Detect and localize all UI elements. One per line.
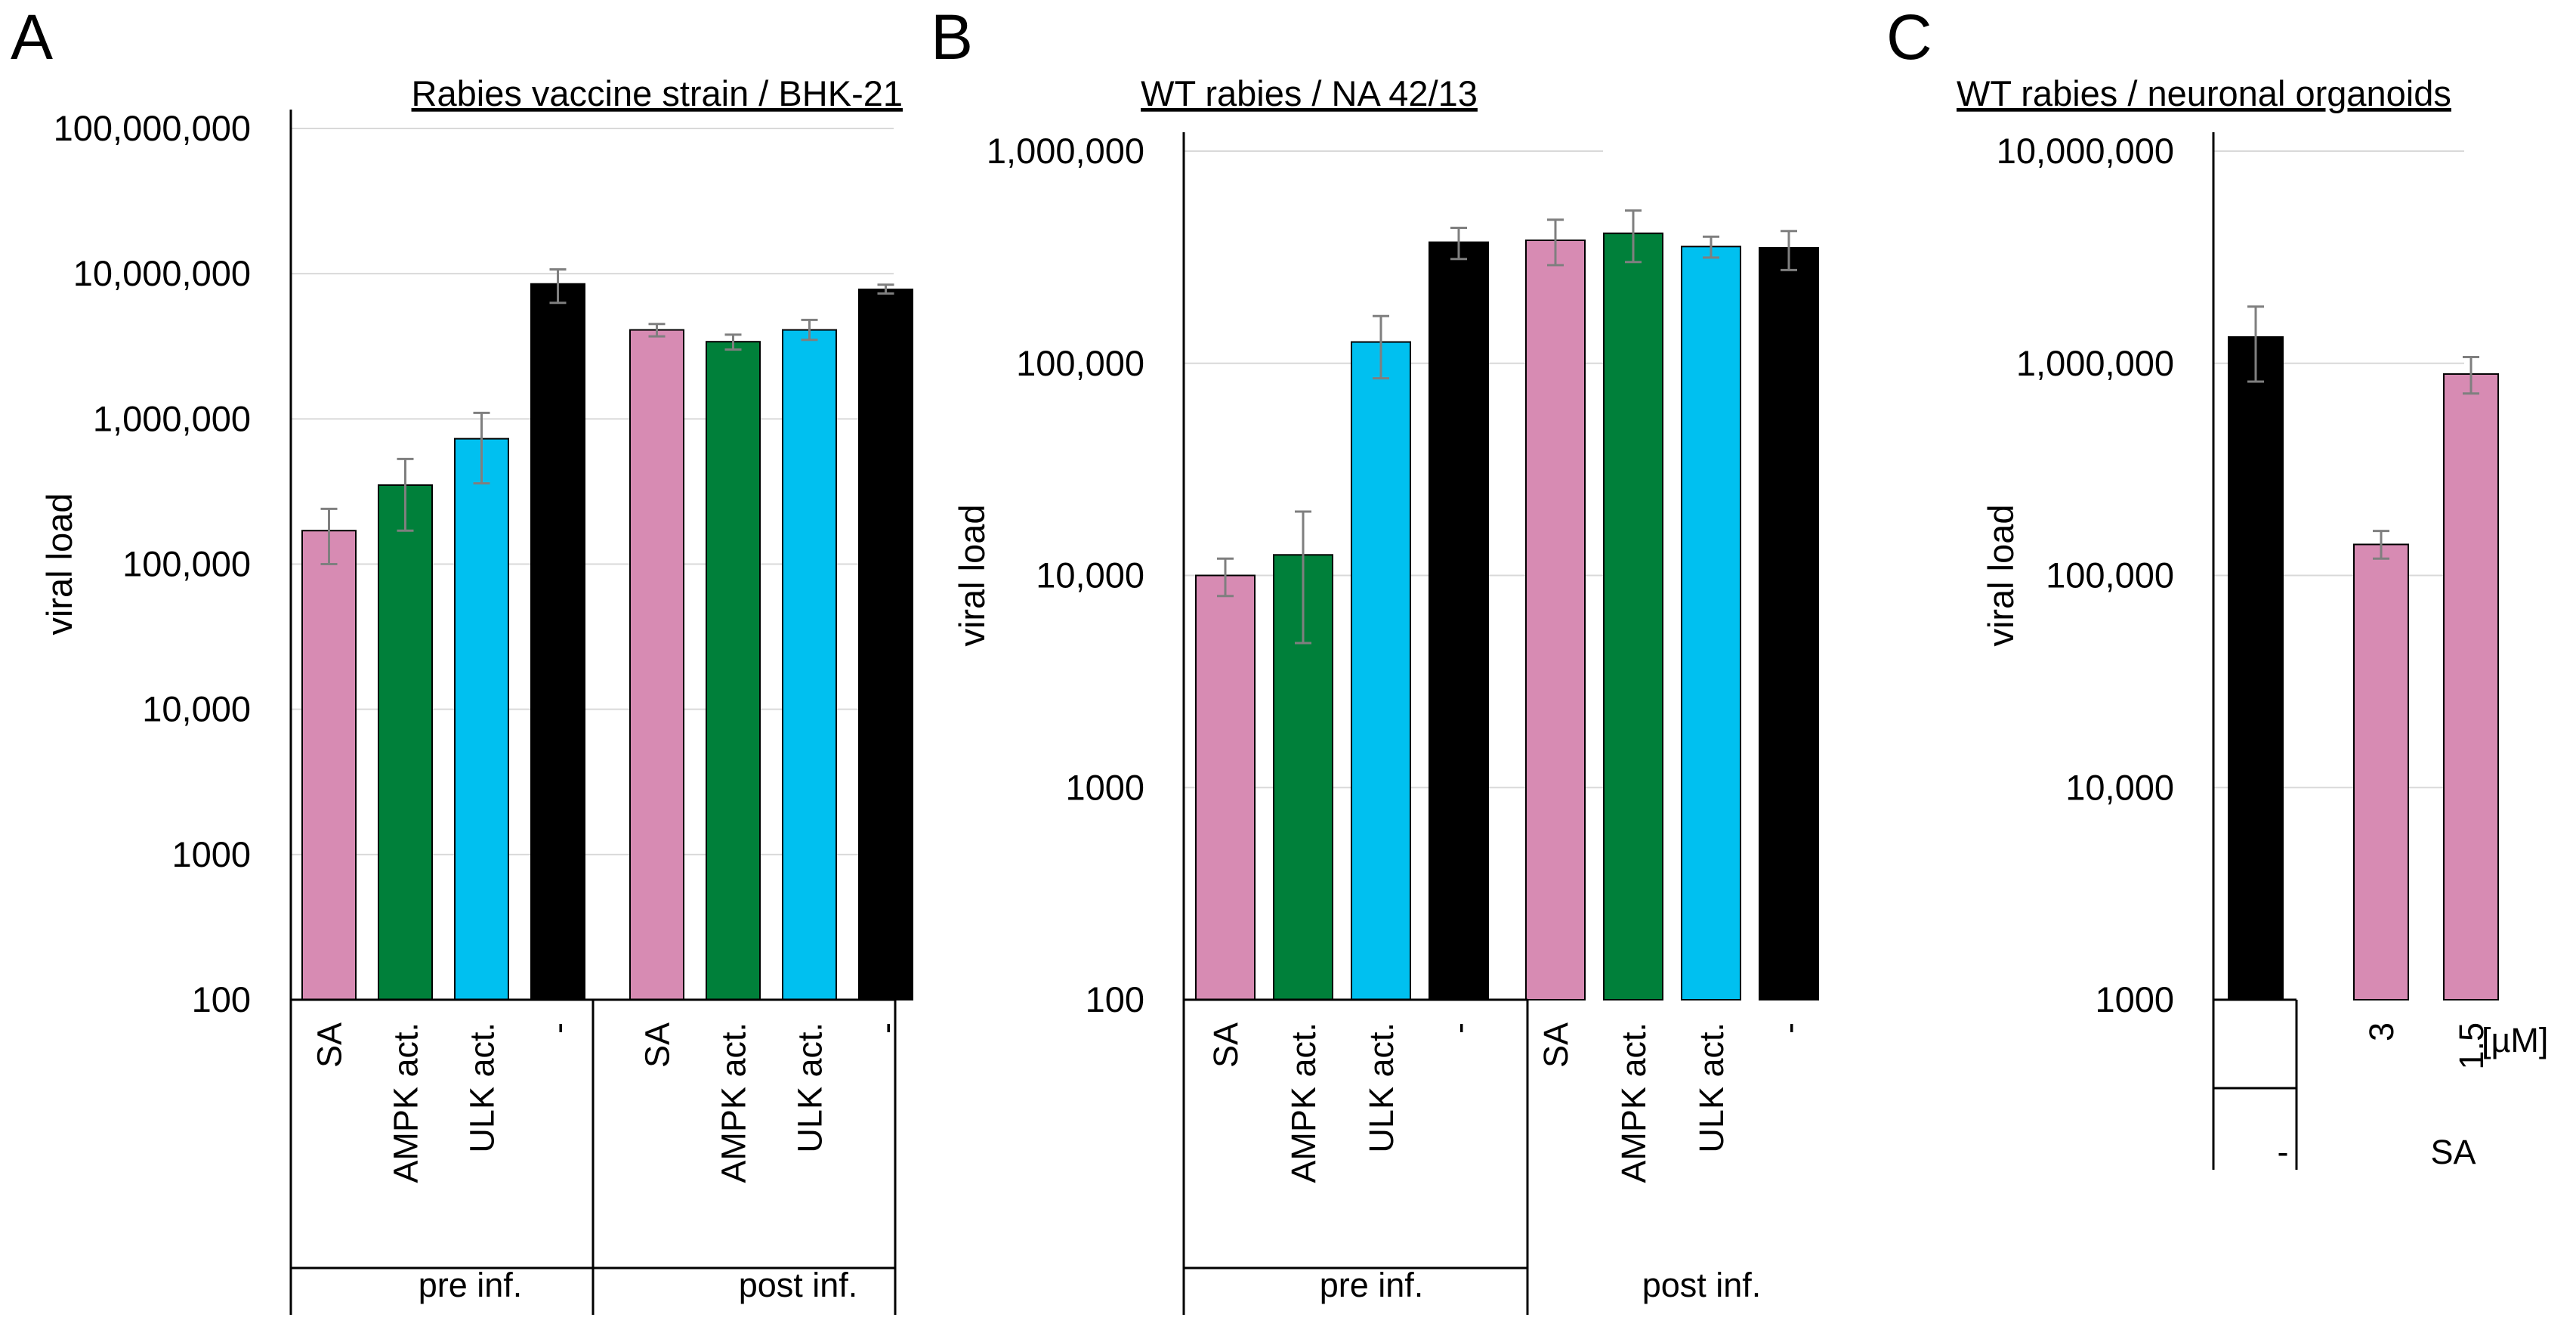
- y-tick-label: 10,000: [1036, 555, 1144, 595]
- y-tick-label: 100,000: [1016, 343, 1144, 383]
- bar: [301, 530, 357, 1000]
- y-tick-label: 100,000: [122, 544, 251, 584]
- y-tick-label: 100: [1086, 979, 1144, 1019]
- panel-b-chart: B WT rabies / NA 42/13 100 1000 10,000 100,00…: [931, 2, 1819, 1315]
- y-axis-title: viral load: [39, 493, 79, 635]
- bar: [2443, 373, 2499, 1001]
- panel-title: WT rabies / neuronal organoids: [1957, 73, 2451, 113]
- y-tick-label: 10,000,000: [1997, 131, 2174, 171]
- y-tick-label: 1000: [171, 834, 251, 874]
- y-tick-label: 100,000: [2046, 555, 2174, 595]
- bar: [378, 484, 433, 1000]
- x-category-label: AMPK act.: [1284, 1022, 1323, 1183]
- y-axis-title: viral load: [1981, 504, 2021, 646]
- bar: [858, 288, 913, 1001]
- bar: [1351, 341, 1411, 1000]
- x-category-label: -: [1770, 1022, 1808, 1034]
- panel-letter: B: [931, 2, 973, 73]
- panel-letter: C: [1886, 2, 1932, 73]
- x-category-label: SA: [310, 1022, 349, 1068]
- y-axis-title: viral load: [952, 504, 992, 646]
- bar: [530, 283, 585, 1001]
- x-category-label: ULK act.: [1362, 1022, 1401, 1153]
- x-group-label: -: [2278, 1133, 2289, 1171]
- y-tick-label: 1,000,000: [2016, 343, 2174, 383]
- x-category-label: SA: [638, 1022, 677, 1068]
- x-category-label: ULK act.: [463, 1022, 502, 1153]
- x-group-label: pre inf.: [1320, 1266, 1424, 1304]
- y-tick-label: 100: [192, 979, 251, 1019]
- x-category-label: -: [867, 1022, 906, 1034]
- y-tick-label: 10,000: [142, 689, 251, 729]
- x-category-label: AMPK act.: [715, 1022, 753, 1183]
- x-category-label: ULK act.: [1692, 1022, 1731, 1153]
- y-tick-label: 10,000,000: [73, 253, 251, 293]
- bar: [1195, 574, 1256, 1000]
- bar: [454, 438, 509, 1000]
- y-tick-label: 1000: [1065, 767, 1144, 807]
- panel-letter: A: [11, 2, 53, 73]
- y-tick-label: 1,000,000: [987, 131, 1144, 171]
- x-group-label: post inf.: [739, 1266, 858, 1304]
- panel-title: WT rabies / NA 42/13: [1141, 73, 1478, 113]
- y-tick-label: 100,000,000: [54, 108, 251, 148]
- x-category-label: 1.5: [2452, 1022, 2491, 1070]
- unit-label: [µM]: [2482, 1021, 2548, 1059]
- bar: [1759, 247, 1819, 1001]
- y-tick-label: 1000: [2095, 979, 2174, 1019]
- bar: [2228, 336, 2284, 1000]
- x-category-label: SA: [1206, 1022, 1245, 1068]
- bar: [2353, 543, 2409, 1000]
- x-group-label: post inf.: [1642, 1266, 1762, 1304]
- x-category-label: AMPK act.: [1614, 1022, 1653, 1183]
- x-category-label: -: [539, 1022, 578, 1034]
- bar: [706, 341, 761, 1000]
- bar: [629, 329, 684, 1000]
- y-tick-label: 1,000,000: [93, 398, 251, 438]
- bar: [1429, 241, 1489, 1000]
- panel-c-chart: C WT rabies / neuronal organoids 1000 10,00…: [1886, 2, 2548, 1171]
- x-category-label: AMPK act.: [387, 1022, 425, 1183]
- x-category-label: -: [1440, 1022, 1478, 1034]
- x-category-label: ULK act.: [791, 1022, 829, 1153]
- x-category-label: SA: [1537, 1022, 1575, 1068]
- bar: [782, 329, 837, 1000]
- x-category-label: 3: [2362, 1022, 2401, 1041]
- panel-a-chart: A Rabies vaccine strain / BHK-21 100 1000 10…: [11, 2, 913, 1315]
- x-group-label: SA: [2430, 1133, 2476, 1171]
- y-tick-label: 10,000: [2065, 767, 2174, 807]
- bar: [1603, 232, 1663, 1000]
- bar: [1525, 239, 1586, 1000]
- panel-title: Rabies vaccine strain / BHK-21: [412, 73, 903, 113]
- bar: [1681, 246, 1741, 1000]
- x-group-label: pre inf.: [419, 1266, 523, 1304]
